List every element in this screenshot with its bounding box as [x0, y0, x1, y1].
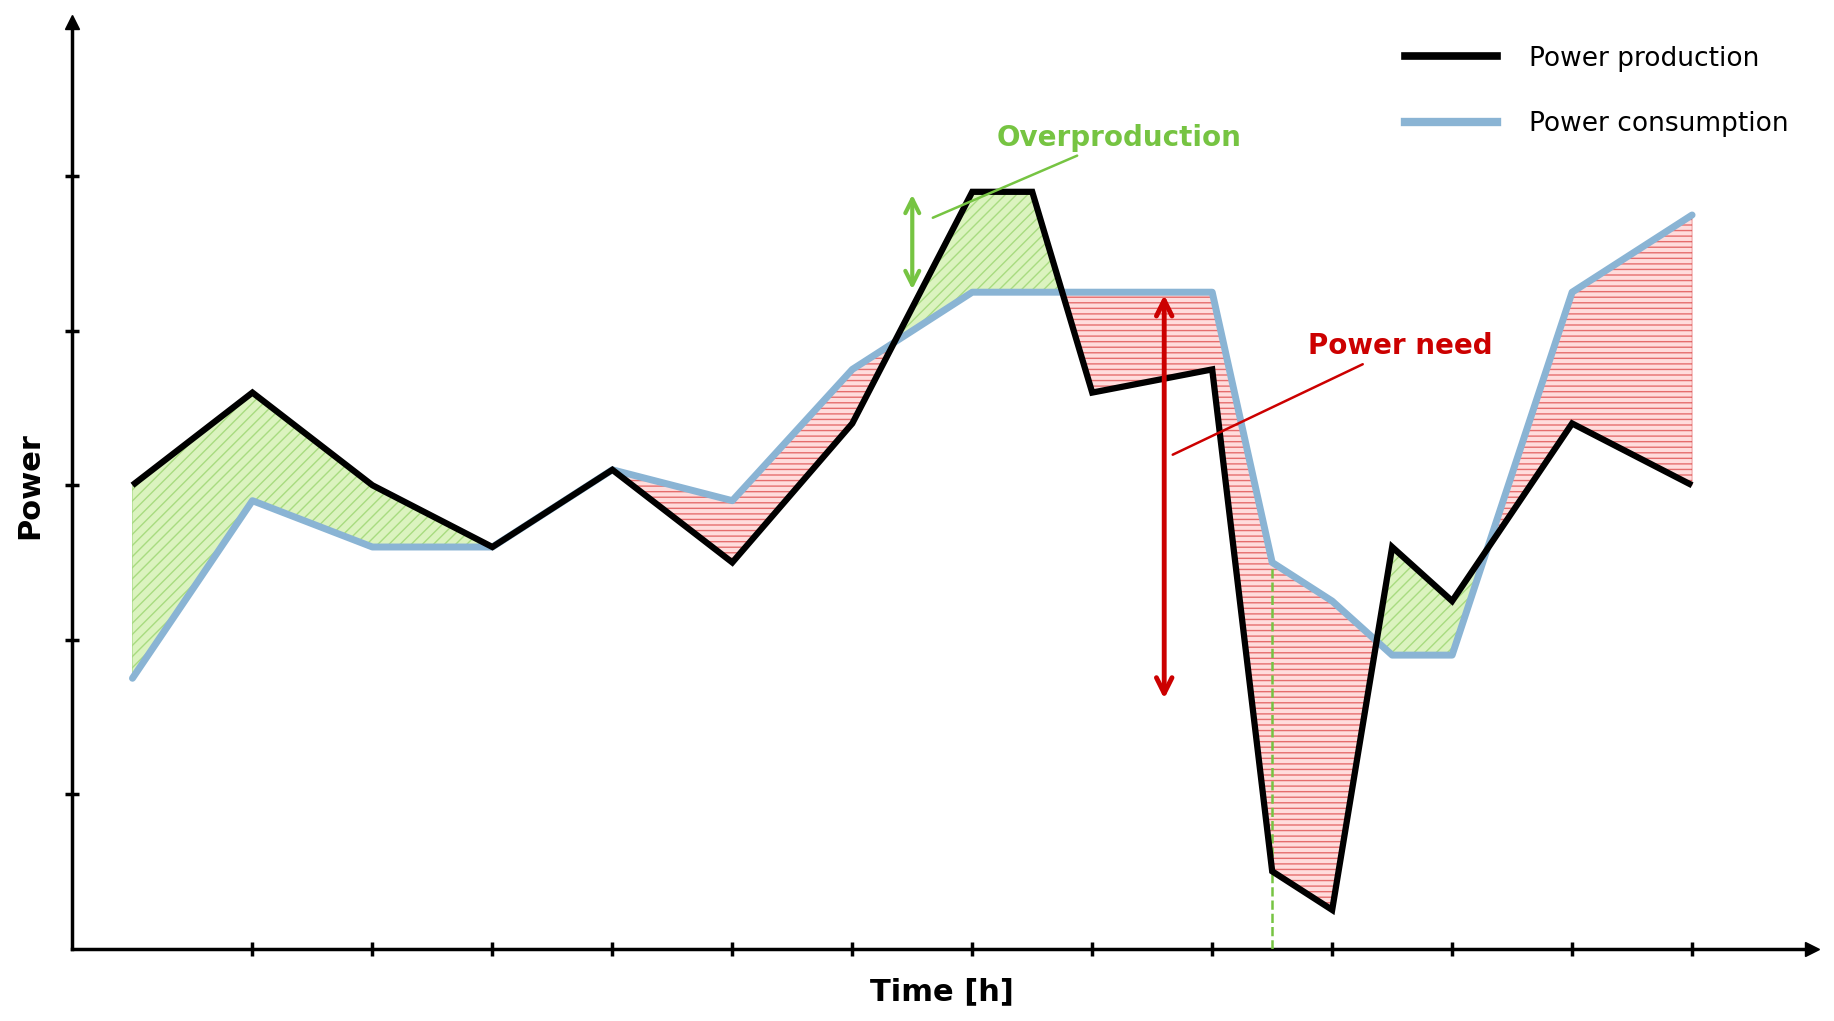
- Text: Overproduction: Overproduction: [934, 124, 1242, 217]
- Text: Power need: Power need: [1172, 332, 1493, 454]
- X-axis label: Time [h]: Time [h]: [871, 977, 1014, 1006]
- Y-axis label: Power: Power: [15, 432, 44, 539]
- Legend: Power production, Power consumption: Power production, Power consumption: [1394, 35, 1799, 148]
